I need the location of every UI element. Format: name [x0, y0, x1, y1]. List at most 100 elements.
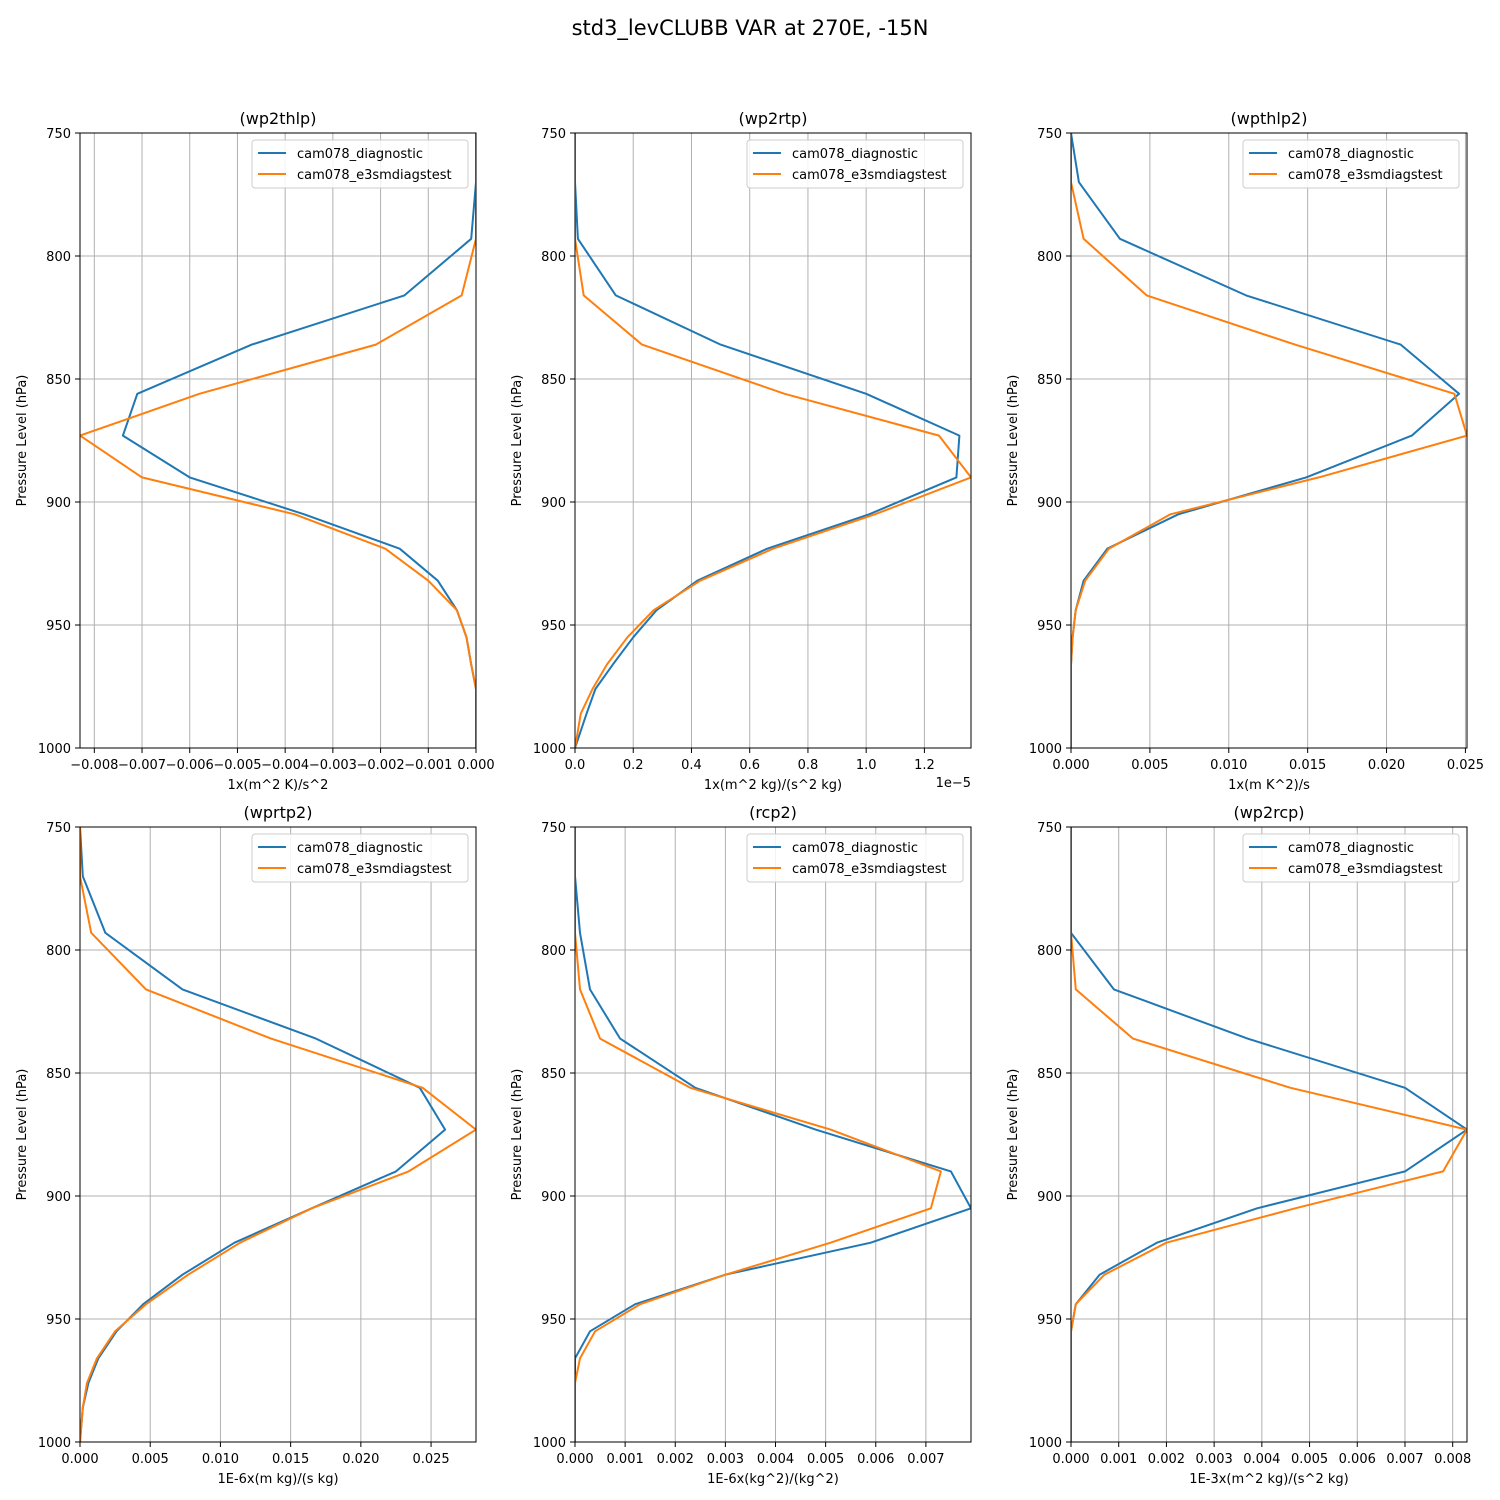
y-tick-label: 750 — [541, 821, 566, 836]
y-tick-label: 750 — [46, 821, 71, 836]
y-tick-label: 850 — [46, 1067, 71, 1082]
x-tick-label: 0.006 — [857, 1452, 894, 1467]
legend-label-2: cam078_e3smdiagstest — [1288, 862, 1443, 877]
series-line-2 — [575, 133, 971, 748]
series-line-1 — [575, 133, 961, 748]
legend-label-2: cam078_e3smdiagstest — [792, 168, 947, 183]
x-tick-label: 0.006 — [1339, 1452, 1376, 1467]
y-tick-label: 900 — [541, 1190, 566, 1205]
x-tick-label: 0.4 — [681, 758, 702, 773]
legend-box — [1242, 139, 1460, 189]
x-tick-label: −0.007 — [118, 758, 166, 773]
y-axis-label: Pressure Level (hPa) — [1006, 1069, 1021, 1201]
series-line-1 — [1071, 827, 1467, 1442]
y-tick-label: 900 — [541, 496, 566, 511]
x-tick-label: −0.004 — [261, 758, 309, 773]
x-tick-label: 0.2 — [623, 758, 644, 773]
series-line-2 — [80, 827, 476, 1442]
y-tick-label: 1000 — [1029, 742, 1062, 757]
x-tick-label: 0.000 — [457, 758, 494, 773]
x-tick-label: −0.003 — [309, 758, 357, 773]
x-tick-label: 0.000 — [61, 1452, 98, 1467]
x-tick-label: 0.000 — [1052, 1452, 1089, 1467]
legend-box — [251, 139, 469, 189]
legend-label-1: cam078_diagnostic — [1288, 841, 1414, 856]
legend: cam078_diagnostic cam078_e3smdiagstest — [1242, 833, 1460, 883]
x-tick-label: 0.005 — [1291, 1452, 1328, 1467]
y-axis-label: Pressure Level (hPa) — [510, 375, 525, 507]
x-tick-label: −0.006 — [166, 758, 214, 773]
y-tick-label: 1000 — [1029, 1436, 1062, 1451]
x-offset-label: 1e−5 — [936, 776, 971, 791]
legend-box — [746, 833, 964, 883]
x-tick-label: 0.004 — [1243, 1452, 1280, 1467]
subplot-title: (rcp2) — [749, 803, 797, 822]
x-tick-label: 0.015 — [272, 1452, 309, 1467]
y-tick-label: 800 — [46, 944, 71, 959]
subplot-1: −0.008 −0.007 −0.006 −0.005 −0.004 −0.003 −0.0… — [15, 109, 495, 793]
y-tick-label: 950 — [1037, 1313, 1062, 1328]
legend-box — [746, 139, 964, 189]
x-tick-label: 0.007 — [1386, 1452, 1423, 1467]
axes-frame — [574, 132, 972, 749]
x-tick-label: −0.002 — [357, 758, 405, 773]
subplot-5: 0.000 0.001 0.002 0.003 0.004 0.005 0.006 0.007… — [510, 803, 972, 1487]
y-tick-label: 800 — [1037, 944, 1062, 959]
y-tick-label: 850 — [1037, 373, 1062, 388]
y-tick-label: 800 — [46, 250, 71, 265]
y-tick-label: 1000 — [533, 742, 566, 757]
x-tick-label: 0.002 — [1148, 1452, 1185, 1467]
x-tick-label: 0.004 — [757, 1452, 794, 1467]
y-tick-label: 950 — [46, 1313, 71, 1328]
legend: cam078_diagnostic cam078_e3smdiagstest — [746, 833, 964, 883]
legend: cam078_diagnostic cam078_e3smdiagstest — [746, 139, 964, 189]
x-tick-label: −0.008 — [70, 758, 118, 773]
y-tick-label: 750 — [1037, 821, 1062, 836]
y-tick-label: 1000 — [38, 1436, 71, 1451]
y-axis-label: Pressure Level (hPa) — [15, 1069, 30, 1201]
axes-frame — [1070, 132, 1468, 749]
x-tick-label: 0.000 — [556, 1452, 593, 1467]
x-axis-label: 1x(m^2 kg)/(s^2 kg) — [704, 778, 842, 793]
legend: cam078_diagnostic cam078_e3smdiagstest — [1242, 139, 1460, 189]
series-line-1 — [121, 133, 476, 748]
y-axis-label: Pressure Level (hPa) — [1006, 375, 1021, 507]
legend-box — [251, 833, 469, 883]
x-tick-label: 0.010 — [1210, 758, 1247, 773]
x-axis-label: 1E-3x(m^2 kg)/(s^2 kg) — [1189, 1472, 1348, 1487]
x-tick-label: 0.005 — [132, 1452, 169, 1467]
subplot-title: (wpthlp2) — [1231, 109, 1308, 128]
y-tick-label: 950 — [541, 619, 566, 634]
x-tick-label: 1.0 — [856, 758, 877, 773]
legend-label-1: cam078_diagnostic — [297, 841, 423, 856]
series-line-2 — [1071, 133, 1467, 748]
series-line-2 — [1071, 827, 1467, 1442]
legend-label-1: cam078_diagnostic — [297, 147, 423, 162]
x-tick-label: 0.003 — [1196, 1452, 1233, 1467]
x-tick-label: 0.0 — [565, 758, 586, 773]
y-tick-label: 800 — [541, 944, 566, 959]
x-tick-label: 0.025 — [412, 1452, 449, 1467]
x-tick-label: 0.008 — [1434, 1452, 1471, 1467]
x-axis-label: 1x(m K^2)/s — [1228, 778, 1310, 793]
y-tick-label: 900 — [1037, 1190, 1062, 1205]
x-tick-label: 0.000 — [1052, 758, 1089, 773]
legend-label-2: cam078_e3smdiagstest — [792, 862, 947, 877]
series-line-1 — [1071, 133, 1461, 748]
figure-title: std3_levCLUBB VAR at 270E, -15N — [571, 16, 929, 40]
axes-frame — [79, 132, 477, 749]
y-tick-label: 750 — [541, 127, 566, 142]
y-axis-label: Pressure Level (hPa) — [510, 1069, 525, 1201]
x-tick-label: 0.010 — [202, 1452, 239, 1467]
x-tick-label: 0.6 — [739, 758, 760, 773]
x-axis-label: 1E-6x(m kg)/(s kg) — [217, 1472, 338, 1487]
axes-frame — [1070, 826, 1468, 1443]
x-tick-label: 0.001 — [607, 1452, 644, 1467]
y-tick-label: 900 — [1037, 496, 1062, 511]
y-tick-label: 950 — [46, 619, 71, 634]
y-tick-label: 1000 — [533, 1436, 566, 1451]
subplot-title: (wprtp2) — [244, 803, 313, 822]
x-tick-label: 1.2 — [914, 758, 935, 773]
y-tick-label: 850 — [46, 373, 71, 388]
